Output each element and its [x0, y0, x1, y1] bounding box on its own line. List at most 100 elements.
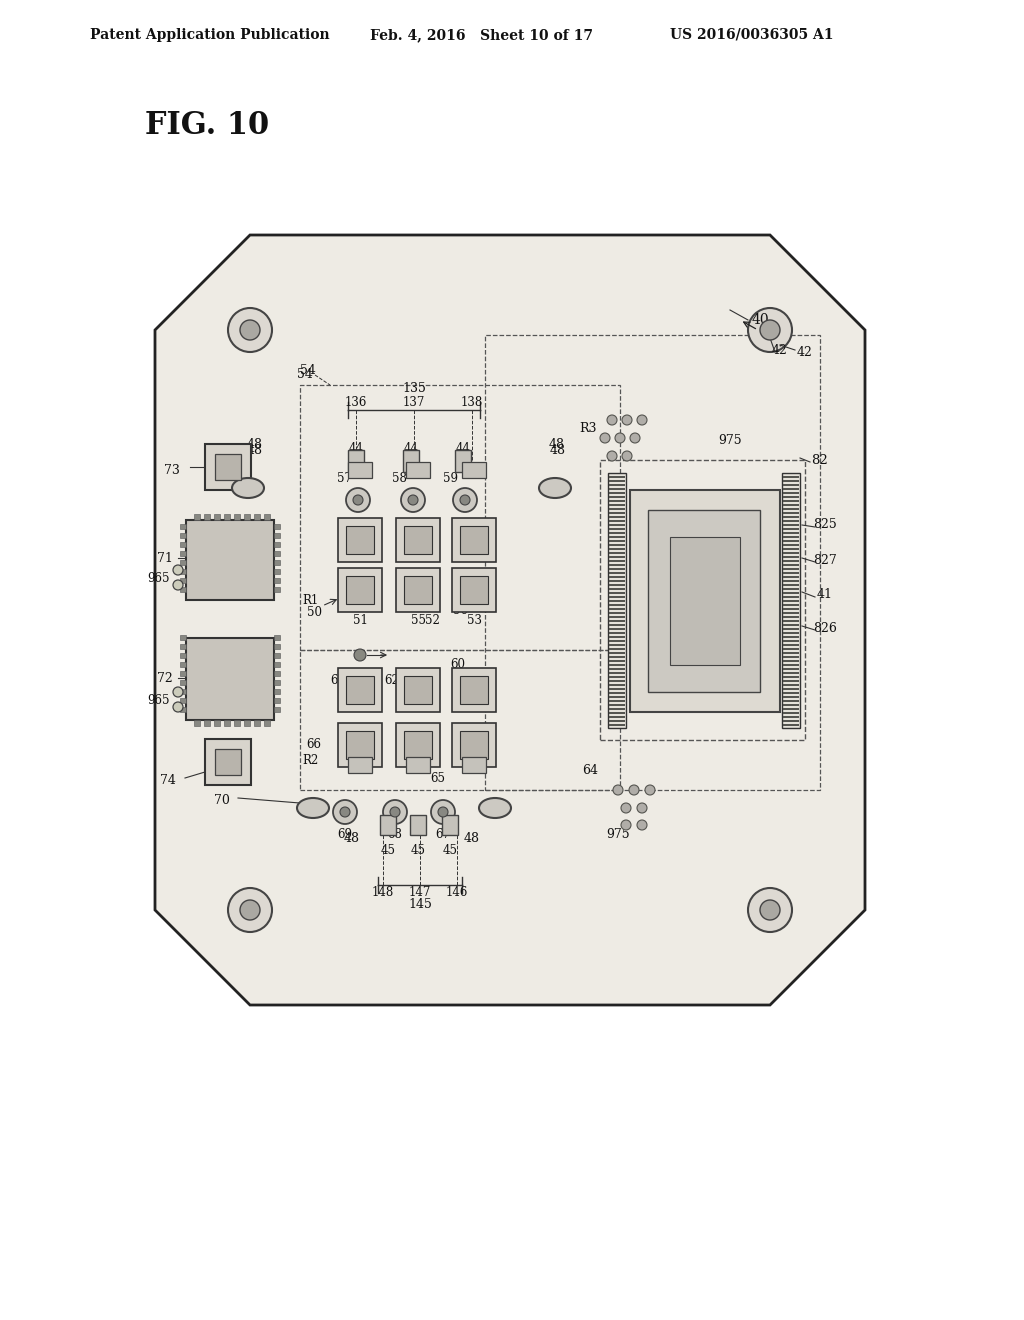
Bar	[348, 462, 372, 478]
Text: 975: 975	[718, 433, 741, 446]
Bar	[609, 568, 625, 570]
Text: 45: 45	[381, 843, 395, 857]
Bar	[783, 524, 799, 525]
Bar	[609, 676, 625, 678]
Bar	[180, 560, 186, 565]
Bar	[346, 676, 374, 704]
Ellipse shape	[232, 478, 264, 498]
Text: 70: 70	[214, 793, 230, 807]
Circle shape	[637, 414, 647, 425]
Bar	[783, 700, 799, 702]
Circle shape	[748, 308, 792, 352]
Bar	[180, 680, 186, 685]
Bar	[609, 672, 625, 675]
Bar	[180, 533, 186, 539]
Text: 64: 64	[582, 763, 598, 776]
Bar	[609, 688, 625, 690]
Bar	[783, 609, 799, 610]
Bar	[609, 664, 625, 667]
Circle shape	[622, 414, 632, 425]
Bar	[609, 628, 625, 630]
Bar	[180, 569, 186, 574]
Bar	[783, 648, 799, 649]
Circle shape	[607, 414, 617, 425]
Bar	[783, 676, 799, 678]
Bar	[783, 636, 799, 638]
Circle shape	[333, 800, 357, 824]
Bar	[609, 516, 625, 517]
Bar	[609, 500, 625, 502]
Bar	[609, 540, 625, 543]
Bar	[670, 537, 740, 665]
Text: 44: 44	[456, 441, 470, 454]
Bar	[338, 723, 382, 767]
Circle shape	[460, 495, 470, 506]
Bar	[406, 756, 430, 774]
Bar	[783, 692, 799, 694]
Bar	[274, 569, 280, 574]
Bar	[404, 525, 432, 554]
Circle shape	[173, 579, 183, 590]
Bar	[410, 814, 426, 836]
Bar	[254, 719, 260, 726]
Bar	[609, 552, 625, 554]
Bar	[274, 635, 280, 640]
Bar	[274, 644, 280, 649]
Text: 60: 60	[451, 659, 466, 672]
Bar	[783, 620, 799, 622]
Circle shape	[621, 803, 631, 813]
Bar	[609, 548, 625, 550]
Bar	[609, 620, 625, 622]
Bar	[630, 490, 780, 711]
Bar	[338, 517, 382, 562]
Bar	[783, 556, 799, 558]
Bar	[214, 719, 220, 726]
Bar	[783, 560, 799, 562]
Bar	[609, 536, 625, 539]
Bar	[338, 568, 382, 612]
Bar	[783, 652, 799, 653]
Text: 65: 65	[430, 771, 445, 784]
Bar	[609, 484, 625, 486]
Bar	[380, 814, 396, 836]
Text: 147: 147	[409, 887, 431, 899]
Text: 54: 54	[297, 368, 313, 381]
Bar	[609, 668, 625, 671]
Text: 82: 82	[812, 454, 828, 466]
Bar	[452, 668, 496, 711]
Circle shape	[600, 433, 610, 444]
Bar	[783, 612, 799, 614]
Text: 145: 145	[408, 899, 432, 912]
Bar	[180, 587, 186, 591]
Bar	[783, 504, 799, 506]
Bar	[406, 462, 430, 478]
Bar	[274, 533, 280, 539]
Text: 42: 42	[797, 346, 813, 359]
Bar	[783, 628, 799, 630]
Bar	[274, 689, 280, 694]
Bar	[180, 708, 186, 711]
Bar	[609, 704, 625, 706]
Circle shape	[408, 495, 418, 506]
Bar	[609, 656, 625, 657]
Bar	[783, 672, 799, 675]
Text: 42: 42	[772, 343, 787, 356]
Bar	[346, 731, 374, 759]
Text: 40: 40	[760, 326, 776, 338]
Ellipse shape	[297, 799, 329, 818]
Text: 135: 135	[402, 381, 426, 395]
Bar	[783, 500, 799, 502]
Text: 965: 965	[146, 572, 169, 585]
Bar	[205, 444, 251, 490]
Text: 48: 48	[550, 444, 566, 457]
Circle shape	[760, 900, 780, 920]
Bar	[274, 550, 280, 556]
Bar	[783, 520, 799, 521]
Bar	[274, 578, 280, 583]
Text: 61: 61	[463, 671, 477, 684]
Bar	[783, 484, 799, 486]
Bar	[783, 719, 799, 722]
Bar	[609, 609, 625, 610]
Bar	[274, 708, 280, 711]
Bar	[404, 676, 432, 704]
